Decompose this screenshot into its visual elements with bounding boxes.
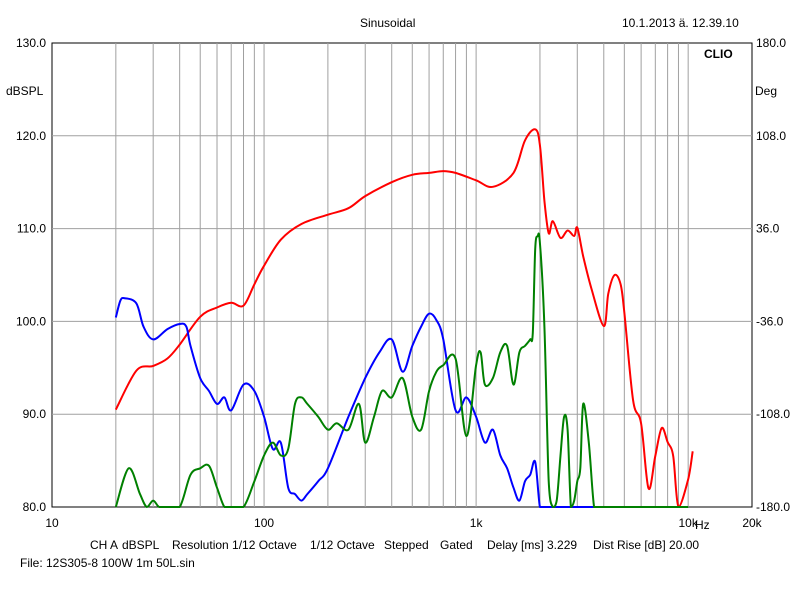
setting-unit: dBSPL: [122, 538, 160, 552]
tick-labels: 80.0 90.0 100.0 110.0 120.0 130.0 -180.0 -108.0…: [16, 36, 790, 530]
setting-delay: Delay [ms] 3.229: [487, 538, 578, 552]
x-tick-label: 10: [45, 516, 59, 530]
series-group: [114, 128, 694, 509]
y-left-tick-label: 100.0: [16, 314, 46, 328]
y-left-tick-label: 130.0: [16, 36, 46, 50]
chart-title: Sinusoidal: [360, 16, 416, 30]
y-right-tick-label: -108.0: [756, 407, 790, 421]
y-right-tick-label: 108.0: [756, 129, 786, 143]
grid-lines: [52, 43, 752, 507]
y-right-tick-label: -36.0: [756, 314, 784, 328]
y-right-tick-label: 180.0: [756, 36, 786, 50]
setting-gated: Gated: [440, 538, 473, 552]
timestamp: 10.1.2013 ä. 12.39.10: [622, 16, 739, 30]
brand-logo: CLIO: [704, 47, 733, 61]
y-left-tick-label: 110.0: [17, 222, 46, 236]
y-left-tick-label: 90.0: [23, 407, 47, 421]
y-left-tick-label: 120.0: [16, 129, 46, 143]
phase-green-curve: [114, 232, 689, 509]
setting-resolution: Resolution 1/12 Octave: [172, 538, 297, 552]
brand-box: [700, 45, 742, 63]
setting-stepped: Stepped: [384, 538, 429, 552]
plot-frame: [51, 42, 753, 508]
spl-curve: [114, 128, 694, 508]
x-tick-label: 20k: [742, 516, 762, 530]
y-right-label: Deg: [755, 84, 778, 98]
setting-dist-rise: Dist Rise [dB] 20.00: [593, 538, 700, 552]
y-left-label: dBSPL: [6, 84, 44, 98]
setting-smoothing: 1/12 Octave: [310, 538, 375, 552]
y-right-tick-label: 36.0: [756, 222, 780, 236]
setting-channel: CH A: [90, 538, 119, 552]
y-right-tick-label: -180.0: [756, 500, 790, 514]
x-tick-label: 10k: [678, 516, 698, 530]
x-tick-label: 1k: [470, 516, 484, 530]
file-name: File: 12S305-8 100W 1m 50L.sin: [20, 556, 195, 570]
phase-blue-curve: [114, 296, 679, 509]
y-left-tick-label: 80.0: [23, 500, 47, 514]
x-unit-label: Hz: [695, 518, 710, 532]
x-tick-label: 100: [254, 516, 274, 530]
